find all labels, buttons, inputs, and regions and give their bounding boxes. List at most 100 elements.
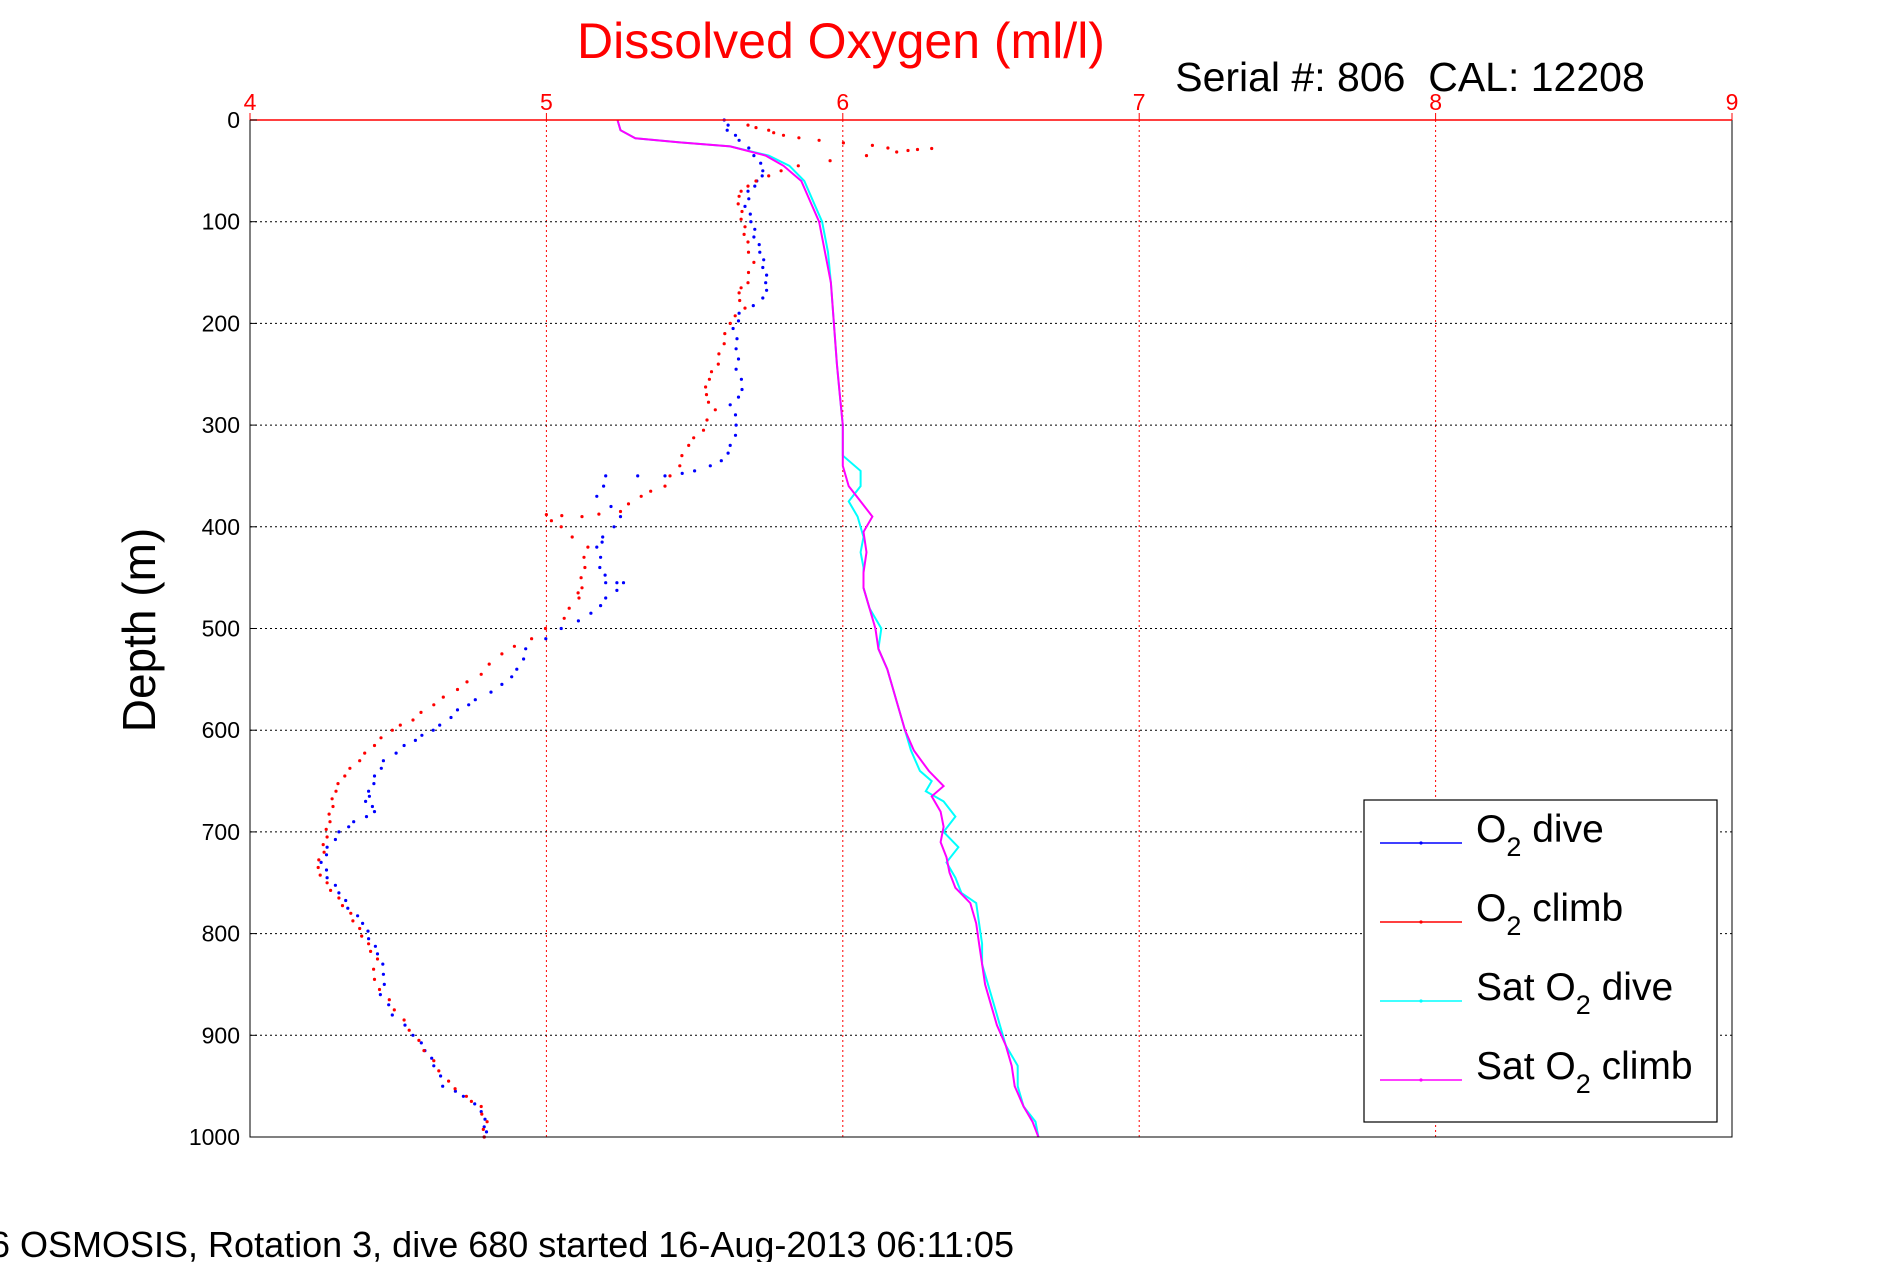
- data-point-o2-climb: [754, 179, 758, 183]
- x-tick-label: 5: [540, 89, 553, 115]
- data-point-o2-dive: [747, 146, 751, 150]
- data-point-o2-climb: [432, 1059, 436, 1063]
- data-point-o2-climb: [752, 260, 756, 264]
- data-point-o2-climb: [576, 591, 580, 595]
- data-point-o2-climb: [487, 662, 491, 666]
- data-point-o2-climb: [828, 159, 832, 163]
- data-point-o2-climb: [717, 352, 721, 356]
- data-point-o2-dive: [602, 484, 606, 488]
- chart-title: Dissolved Oxygen (ml/l): [577, 13, 1105, 69]
- data-point-o2-climb: [754, 126, 758, 130]
- data-point-o2-climb: [336, 782, 340, 786]
- data-point-o2-climb: [481, 1127, 485, 1131]
- data-point-o2-dive: [461, 1094, 465, 1098]
- legend-marker: [1419, 920, 1423, 924]
- data-point-o2-climb: [736, 202, 740, 206]
- data-point-o2-dive: [603, 573, 607, 577]
- data-point-o2-climb: [739, 189, 743, 193]
- data-point-o2-climb: [739, 217, 743, 221]
- data-point-o2-climb: [746, 240, 750, 244]
- data-point-o2-dive: [522, 657, 526, 661]
- legend-label: O2 dive: [1476, 808, 1604, 862]
- data-point-o2-dive: [431, 728, 435, 732]
- data-point-o2-climb: [351, 919, 355, 923]
- data-point-o2-dive: [733, 413, 738, 417]
- data-point-o2-climb: [455, 687, 460, 692]
- data-point-o2-dive: [375, 952, 380, 956]
- data-point-o2-dive: [736, 357, 741, 361]
- data-point-o2-climb: [733, 314, 737, 318]
- data-point-o2-climb: [377, 987, 382, 992]
- data-point-o2-climb: [737, 194, 741, 198]
- data-point-o2-dive: [598, 565, 602, 570]
- data-point-o2-dive: [736, 319, 741, 323]
- data-point-o2-dive: [764, 281, 768, 285]
- data-point-o2-climb: [349, 911, 353, 915]
- data-point-o2-climb: [707, 377, 712, 381]
- data-point-o2-climb: [743, 225, 747, 229]
- data-point-o2-climb: [740, 209, 744, 214]
- data-point-o2-climb: [369, 949, 373, 954]
- x-tick-label: 9: [1726, 89, 1739, 115]
- data-point-o2-climb: [797, 136, 801, 140]
- data-point-o2-dive: [438, 723, 442, 727]
- data-point-o2-dive: [743, 204, 747, 208]
- data-point-o2-climb: [360, 934, 364, 938]
- y-tick-label: 300: [202, 412, 240, 438]
- data-point-o2-dive: [402, 743, 406, 748]
- data-point-o2-dive: [753, 184, 757, 188]
- data-point-o2-climb: [530, 637, 534, 641]
- data-point-o2-climb: [417, 1038, 421, 1042]
- data-point-o2-climb: [580, 586, 584, 590]
- data-point-o2-dive: [387, 1003, 391, 1007]
- data-point-o2-dive: [728, 403, 732, 407]
- data-point-o2-dive: [411, 1033, 415, 1037]
- data-point-o2-dive: [510, 675, 514, 679]
- data-point-o2-climb: [402, 1018, 406, 1022]
- data-point-o2-dive: [473, 1102, 477, 1106]
- data-point-o2-climb: [639, 494, 643, 498]
- data-point-o2-climb: [728, 321, 732, 325]
- data-point-o2-dive: [356, 914, 360, 918]
- y-tick-label: 500: [202, 616, 240, 642]
- data-point-o2-dive: [432, 1064, 436, 1068]
- legend-marker: [1419, 1078, 1423, 1082]
- data-point-o2-dive: [372, 774, 377, 778]
- data-point-o2-dive: [599, 555, 603, 559]
- data-point-o2-dive: [324, 868, 329, 872]
- data-point-o2-climb: [663, 484, 667, 488]
- data-point-o2-climb: [915, 147, 920, 152]
- data-point-o2-dive: [479, 1110, 483, 1114]
- data-point-o2-dive: [737, 311, 741, 315]
- data-point-o2-dive: [515, 667, 519, 671]
- data-point-o2-dive: [604, 474, 608, 478]
- data-point-o2-dive: [609, 504, 613, 509]
- legend-box: [1363, 799, 1718, 1123]
- data-point-o2-climb: [701, 428, 706, 432]
- legend-label: Sat O2 climb: [1476, 1045, 1693, 1099]
- y-tick-label: 400: [202, 514, 240, 540]
- y-axis-ticks: 0 100 200 300 400 500 600 700 800 900 1000: [189, 107, 257, 1150]
- data-point-o2-dive: [347, 825, 351, 829]
- legend-entry-o2-dive: O2 dive: [1380, 808, 1604, 862]
- data-point-o2-dive: [366, 929, 370, 933]
- data-point-o2-dive: [601, 535, 605, 539]
- data-point-o2-climb: [649, 489, 653, 493]
- data-point-o2-climb: [479, 672, 483, 676]
- data-point-o2-climb: [411, 718, 415, 722]
- data-point-o2-climb: [739, 286, 743, 290]
- data-point-o2-climb: [329, 888, 333, 893]
- legend-label: O2 climb: [1476, 887, 1623, 941]
- legend-entries: O2 dive O2 climb Sat O2 dive Sat O2 climb: [1380, 808, 1693, 1099]
- data-point-o2-dive: [736, 395, 741, 399]
- data-point-o2-dive: [372, 782, 376, 786]
- data-point-o2-dive: [559, 626, 563, 631]
- data-point-o2-climb: [817, 138, 821, 142]
- data-point-o2-climb: [870, 143, 875, 147]
- data-point-o2-dive: [749, 220, 753, 224]
- data-point-o2-climb: [678, 464, 682, 468]
- data-point-o2-dive: [618, 515, 623, 519]
- data-point-o2-climb: [746, 184, 750, 188]
- data-point-o2-climb: [330, 797, 334, 801]
